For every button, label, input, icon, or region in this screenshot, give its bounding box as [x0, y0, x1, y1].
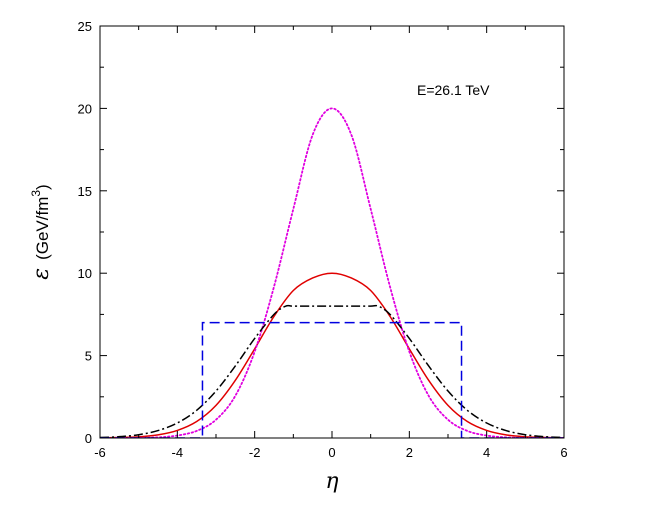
series-solid-red	[100, 272, 564, 438]
x-tick-label: 0	[328, 445, 335, 460]
axis-labels: η ε (GeV/fm3) E=26.1 TeV	[29, 82, 490, 494]
y-axis-unit: (GeV/fm	[33, 197, 52, 260]
x-tick-label: 6	[560, 445, 567, 460]
x-tick-label: -2	[249, 445, 261, 460]
series-dashdot-black	[100, 304, 564, 438]
y-tick-label: 0	[85, 431, 92, 446]
series-dotted-magenta	[100, 107, 564, 438]
energy-annotation: E=26.1 TeV	[417, 82, 490, 98]
y-tick-label: 5	[85, 349, 92, 364]
x-axis-label: η	[325, 469, 338, 494]
axis-ticks: -6 -4 -2 0 2 4 6 0 5 10 15 20 25	[78, 19, 568, 460]
series-layer	[100, 107, 564, 438]
x-tick-label: -6	[94, 445, 106, 460]
x-tick-label: 4	[483, 445, 490, 460]
x-tick-label: 2	[406, 445, 413, 460]
y-tick-label: 20	[78, 101, 92, 116]
y-tick-label: 25	[78, 19, 92, 34]
axes-frame	[99, 25, 565, 439]
x-tick-label: -4	[172, 445, 184, 460]
plot-frame	[99, 25, 565, 439]
y-axis-label: ε (GeV/fm3)	[29, 184, 54, 279]
y-tick-label: 15	[78, 184, 92, 199]
y-tick-label: 10	[78, 266, 92, 281]
series-dashed-blue	[100, 321, 564, 438]
y-axis-unit-close: )	[33, 184, 52, 190]
y-axis-unit-superscript: 3	[29, 190, 43, 197]
y-axis-symbol: ε	[29, 268, 54, 280]
